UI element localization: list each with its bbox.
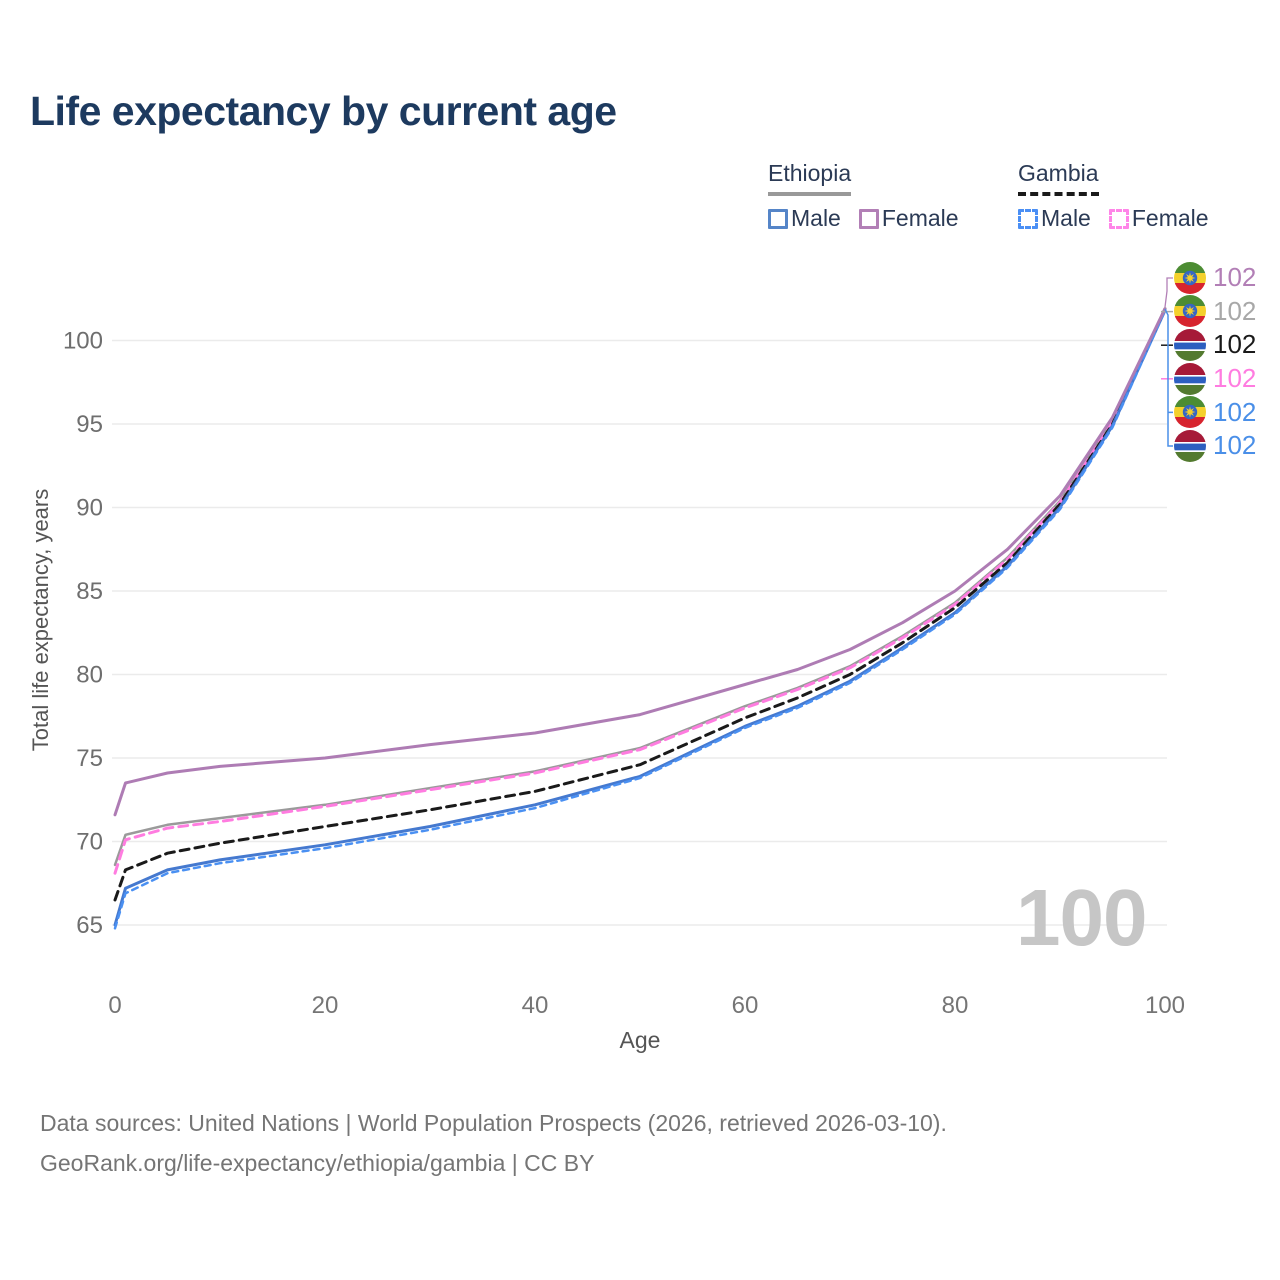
legend-country-gambia[interactable]: Gambia bbox=[1018, 160, 1099, 196]
y-axis-title: Total life expectancy, years bbox=[28, 489, 53, 752]
footer-sources: Data sources: United Nations | World Pop… bbox=[40, 1110, 947, 1136]
end-label-row: 102 bbox=[1174, 261, 1256, 295]
gambia-flag-icon bbox=[1174, 362, 1206, 395]
series-line-ethiopia-male bbox=[113, 308, 1167, 927]
series-line-gambia-female bbox=[113, 307, 1167, 875]
series-line-gambia-both-sexes bbox=[113, 307, 1167, 902]
hovered-age-watermark: 100 bbox=[1016, 873, 1147, 962]
end-label-value: 102 bbox=[1213, 262, 1257, 293]
legend-item-gambia-female[interactable]: Female bbox=[1108, 205, 1209, 232]
x-axis-title: Age bbox=[620, 1027, 661, 1053]
ethiopia-flag-icon bbox=[1174, 261, 1206, 294]
legend-item-label: Female bbox=[881, 205, 959, 231]
legend-group-gambia: Gambia Male Female bbox=[1018, 160, 1209, 232]
x-tick-label: 20 bbox=[312, 992, 339, 1019]
end-label-value: 102 bbox=[1213, 363, 1257, 394]
page-title: Life expectancy by current age bbox=[30, 88, 617, 134]
gambia-flag-icon bbox=[1174, 429, 1206, 462]
legend-item-ethiopia-female[interactable]: Female bbox=[858, 205, 959, 232]
gambia-male-swatch-icon bbox=[1018, 208, 1038, 229]
x-tick-label: 0 bbox=[108, 992, 121, 1019]
legend-item-label: Male bbox=[1041, 205, 1091, 231]
footer-url: GeoRank.org/life-expectancy/ethiopia/gam… bbox=[40, 1150, 595, 1176]
gambia-female-swatch-icon bbox=[1108, 208, 1129, 229]
y-tick-label: 80 bbox=[76, 662, 103, 689]
ethiopia-flag-icon bbox=[1174, 295, 1206, 328]
y-tick-label: 90 bbox=[76, 495, 103, 522]
y-tick-label: 85 bbox=[76, 578, 103, 605]
series-line-ethiopia-both-sexes bbox=[113, 307, 1167, 867]
gambia-flag-icon bbox=[1174, 328, 1206, 361]
ethiopia-male-swatch-icon bbox=[768, 208, 788, 229]
legend-item-ethiopia-male[interactable]: Male bbox=[768, 205, 841, 232]
x-tick-label: 80 bbox=[942, 992, 969, 1019]
end-label-value: 102 bbox=[1213, 295, 1257, 326]
end-label-value: 102 bbox=[1213, 430, 1257, 461]
x-tick-label: 40 bbox=[522, 992, 549, 1019]
y-tick-label: 100 bbox=[63, 328, 103, 355]
y-tick-label: 65 bbox=[76, 912, 103, 939]
x-tick-label: 60 bbox=[732, 992, 759, 1019]
legend-item-gambia-male[interactable]: Male bbox=[1018, 205, 1091, 232]
end-label-row: 102 bbox=[1174, 328, 1256, 362]
legend-country-ethiopia[interactable]: Ethiopia bbox=[768, 160, 852, 196]
end-label-row: 102 bbox=[1174, 429, 1256, 463]
end-label-value: 102 bbox=[1213, 396, 1257, 427]
series-line-gambia-male bbox=[113, 309, 1167, 930]
ethiopia-female-swatch-icon bbox=[858, 208, 879, 229]
legend-item-label: Male bbox=[791, 205, 841, 231]
leader-bracket bbox=[1164, 308, 1173, 447]
end-label-row: 102 bbox=[1174, 395, 1256, 429]
end-label-row: 102 bbox=[1174, 362, 1256, 396]
leader-line bbox=[1164, 277, 1173, 308]
legend-item-label: Female bbox=[1131, 205, 1209, 231]
y-tick-label: 70 bbox=[76, 829, 103, 856]
legend-group-ethiopia: Ethiopia Male Female bbox=[768, 160, 959, 232]
end-label-value: 102 bbox=[1213, 329, 1257, 360]
ethiopia-flag-icon bbox=[1174, 396, 1206, 429]
end-label-row: 102 bbox=[1174, 295, 1256, 329]
y-tick-label: 75 bbox=[76, 745, 103, 772]
x-tick-label: 100 bbox=[1145, 992, 1185, 1019]
end-labels: 102 102 102 102 102 102 bbox=[1174, 261, 1256, 463]
series-line-ethiopia-female bbox=[113, 307, 1167, 817]
y-tick-label: 95 bbox=[76, 411, 103, 438]
